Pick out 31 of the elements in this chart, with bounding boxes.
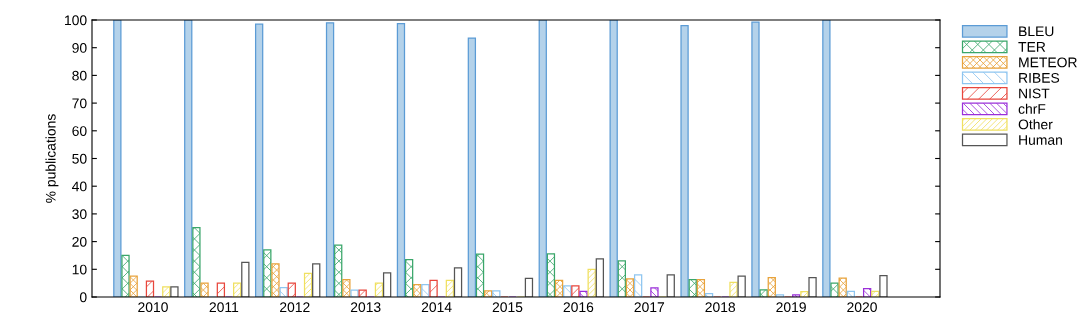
y-tick-label: 60 xyxy=(72,126,87,136)
y-tick-label: 10 xyxy=(72,264,87,275)
x-tick-label: 2011 xyxy=(209,302,239,313)
y-tick-label: 100 xyxy=(65,15,87,26)
y-axis-title: % publications xyxy=(45,114,59,203)
y-tick-label: 30 xyxy=(72,209,87,220)
legend-label: chrF xyxy=(1018,103,1046,114)
x-tick-label: 2016 xyxy=(563,302,594,313)
x-tick-label: 2014 xyxy=(421,302,452,313)
x-tick-label: 2020 xyxy=(847,302,877,313)
x-tick-label: 2010 xyxy=(138,302,168,313)
legend-label: Human xyxy=(1019,135,1062,145)
y-tick-label: 40 xyxy=(72,181,87,192)
legend-label: Other xyxy=(1018,119,1053,130)
legend-label: METEOR xyxy=(1019,57,1077,68)
y-tick-label: 50 xyxy=(72,153,87,164)
legend-label: TER xyxy=(1018,42,1046,52)
x-tick-label: 2015 xyxy=(492,302,523,313)
y-tick-label: 0 xyxy=(79,292,87,303)
x-tick-label: 2018 xyxy=(705,302,736,313)
x-tick-label: 2013 xyxy=(350,302,381,313)
y-tick-label: 80 xyxy=(72,70,87,81)
y-tick-label: 70 xyxy=(72,98,87,109)
x-tick-label: 2017 xyxy=(634,302,665,313)
legend-label: RIBES xyxy=(1019,72,1060,83)
legend-label: NIST xyxy=(1019,88,1050,99)
x-tick-label: 2012 xyxy=(280,302,310,313)
legend-label: BLEU xyxy=(1019,26,1054,37)
x-tick-label: 2019 xyxy=(776,302,806,313)
y-tick-label: 90 xyxy=(72,43,87,53)
y-tick-label: 20 xyxy=(72,236,87,247)
